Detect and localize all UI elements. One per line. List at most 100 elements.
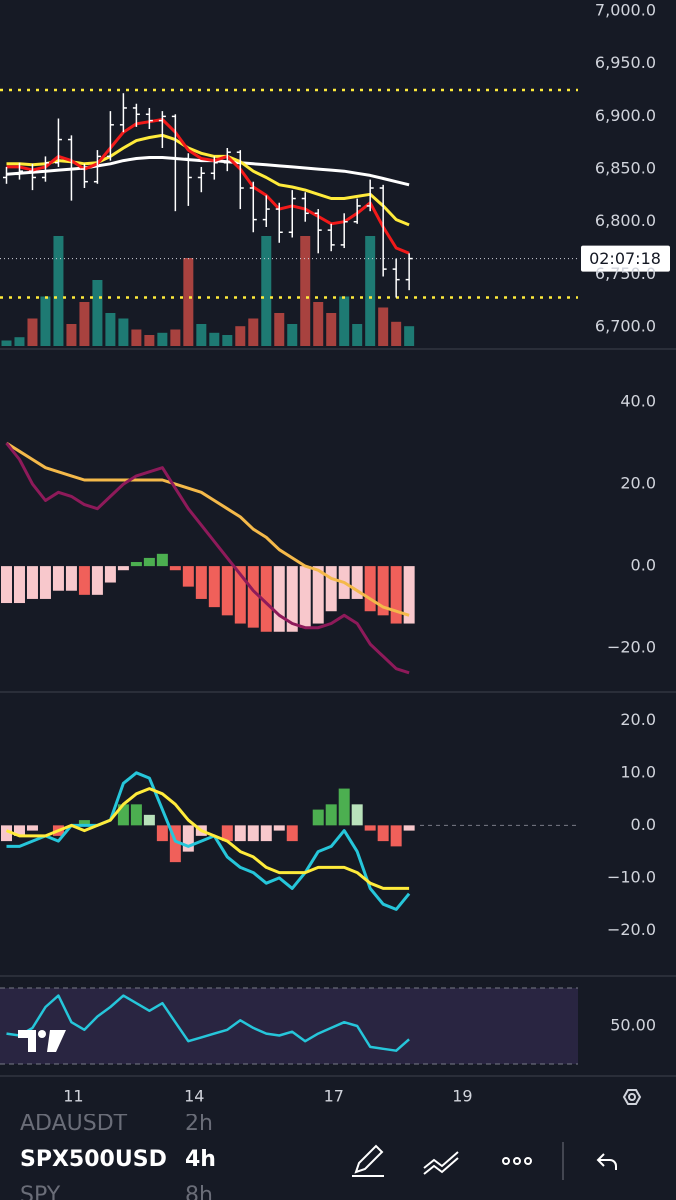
indicator-line bbox=[6, 994, 410, 1052]
x-tick-label: 17 bbox=[324, 1087, 344, 1106]
indicator-line bbox=[5, 441, 410, 617]
histogram-bar bbox=[156, 553, 168, 567]
histogram-bar bbox=[377, 566, 389, 616]
histogram-bar bbox=[52, 566, 64, 591]
symbol-interval: 2h bbox=[185, 1111, 213, 1136]
histogram-bar bbox=[247, 825, 259, 842]
histogram-bar bbox=[377, 825, 389, 842]
histogram-bar bbox=[273, 566, 285, 632]
histogram-bar bbox=[156, 825, 168, 842]
histogram-bar bbox=[143, 557, 155, 567]
histogram-bar bbox=[221, 825, 233, 842]
volume-bar bbox=[365, 236, 376, 346]
volume-bar bbox=[235, 326, 246, 346]
volume-bar bbox=[66, 324, 77, 346]
y-tick-label: −20.0 bbox=[607, 638, 656, 657]
histogram-bar bbox=[117, 566, 129, 571]
histogram-bar bbox=[169, 825, 181, 863]
histogram-bar bbox=[312, 566, 324, 624]
y-tick-label: 0.0 bbox=[631, 556, 656, 575]
indicator-line bbox=[5, 442, 410, 675]
y-tick-label: 6,950.0 bbox=[595, 53, 656, 72]
histogram-bar bbox=[13, 566, 25, 604]
histogram-bar bbox=[312, 809, 324, 826]
indicator-line bbox=[5, 787, 410, 890]
histogram-bar bbox=[130, 562, 142, 567]
y-tick-label: 7,000.0 bbox=[595, 1, 656, 20]
histogram-bar bbox=[234, 566, 246, 624]
line-tools-button[interactable] bbox=[423, 1151, 459, 1175]
histogram-bar bbox=[390, 566, 402, 624]
volume-bar bbox=[287, 324, 298, 346]
y-tick-label: 6,800.0 bbox=[595, 211, 656, 230]
volume-bar bbox=[404, 326, 415, 346]
volume-bar bbox=[274, 313, 285, 346]
x-tick-label: 11 bbox=[63, 1087, 83, 1106]
volume-bar bbox=[326, 313, 337, 346]
volume-bar bbox=[105, 313, 116, 346]
histogram-bar bbox=[260, 566, 272, 632]
histogram-bar bbox=[364, 825, 376, 831]
volume-bar bbox=[352, 324, 363, 346]
histogram-bar bbox=[364, 566, 376, 612]
histogram-bar bbox=[13, 825, 25, 836]
histogram-bar bbox=[78, 820, 90, 826]
settings-button[interactable] bbox=[622, 1089, 642, 1105]
histogram-bar bbox=[143, 814, 155, 826]
histogram-bar bbox=[117, 804, 129, 826]
histogram-bar bbox=[39, 566, 51, 599]
y-tick-label: 20.0 bbox=[620, 710, 656, 729]
histogram-bar bbox=[286, 825, 298, 842]
histogram-bar bbox=[182, 566, 194, 587]
histogram-bar bbox=[260, 825, 272, 842]
volume-bar bbox=[222, 335, 233, 346]
symbol-name: ADAUSDT bbox=[20, 1111, 128, 1136]
volume-bar bbox=[14, 337, 25, 346]
histogram-bar bbox=[169, 566, 181, 571]
histogram-bar bbox=[26, 825, 38, 831]
histogram-bar bbox=[195, 566, 207, 599]
volume-bar bbox=[118, 318, 129, 346]
undo-button[interactable] bbox=[596, 1153, 617, 1170]
volume-bar bbox=[1, 340, 12, 346]
y-tick-label: 6,900.0 bbox=[595, 106, 656, 125]
y-tick-label: 50.00 bbox=[610, 1015, 656, 1034]
symbol-name: SPX500USD bbox=[20, 1147, 167, 1172]
x-tick-label: 14 bbox=[184, 1087, 204, 1106]
histogram-bar bbox=[182, 825, 194, 852]
symbol-interval: 4h bbox=[185, 1147, 216, 1172]
histogram-bar bbox=[0, 566, 12, 604]
histogram-bar bbox=[234, 825, 246, 842]
volume-bar bbox=[40, 296, 51, 346]
histogram-bar bbox=[208, 566, 220, 608]
more-button[interactable] bbox=[502, 1157, 532, 1165]
histogram-bar bbox=[325, 566, 337, 612]
volume-bar bbox=[261, 236, 272, 346]
pencil-button[interactable] bbox=[352, 1144, 384, 1177]
y-tick-label: 0.0 bbox=[631, 815, 656, 834]
histogram-bar bbox=[403, 566, 415, 624]
volume-bar bbox=[27, 318, 38, 346]
volume-bar bbox=[209, 332, 220, 346]
volume-bar bbox=[339, 296, 350, 346]
histogram-bar bbox=[325, 804, 337, 826]
y-tick-label: 10.0 bbox=[620, 762, 656, 781]
volume-bar bbox=[391, 321, 402, 346]
histogram-bar bbox=[65, 566, 77, 591]
volume-bar bbox=[157, 332, 168, 346]
y-tick-label: −20.0 bbox=[607, 920, 656, 939]
band bbox=[0, 987, 578, 1065]
y-tick-label: 40.0 bbox=[620, 392, 656, 411]
volume-bar bbox=[131, 329, 142, 346]
y-tick-label: 20.0 bbox=[620, 474, 656, 493]
symbol-name: SPY bbox=[20, 1183, 61, 1200]
histogram-bar bbox=[78, 566, 90, 595]
volume-bar bbox=[183, 258, 194, 346]
y-tick-label: 6,850.0 bbox=[595, 159, 656, 178]
histogram-bar bbox=[286, 566, 298, 632]
x-tick-label: 19 bbox=[452, 1087, 472, 1106]
y-tick-label: −10.0 bbox=[607, 867, 656, 886]
histogram-bar bbox=[104, 566, 116, 583]
histogram-bar bbox=[390, 825, 402, 847]
